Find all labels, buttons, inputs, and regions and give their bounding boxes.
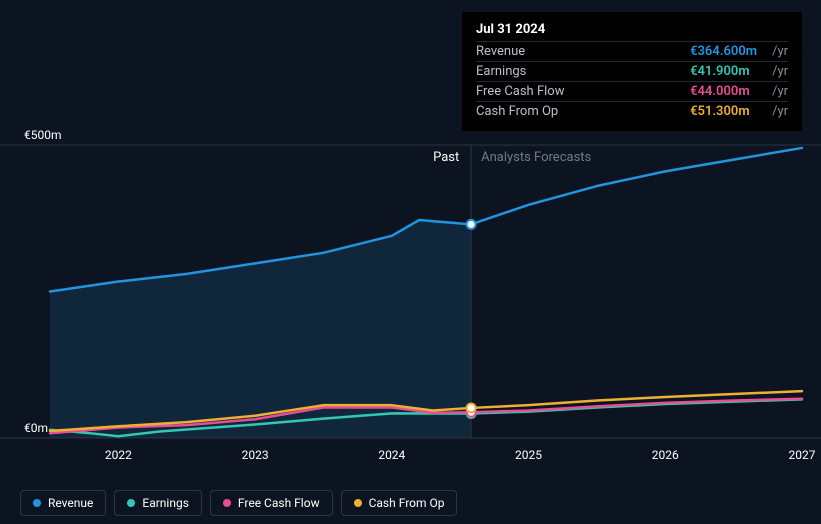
legend-label: Revenue (48, 496, 93, 510)
x-tick-label: 2026 (652, 448, 679, 462)
tooltip-metric-value: €51.300m (690, 104, 768, 119)
x-tick-label: 2025 (515, 448, 542, 462)
tooltip-row: Revenue€364.600m/yr (476, 41, 788, 61)
y-tick-label: €500m (24, 128, 62, 142)
x-tick-label: 2027 (789, 448, 816, 462)
tooltip-metric-label: Cash From Op (476, 104, 690, 119)
tooltip-metric-label: Free Cash Flow (476, 84, 690, 99)
forecast-label: Analysts Forecasts (481, 150, 591, 165)
tooltip-metric-label: Earnings (476, 64, 690, 79)
legend-dot-icon (127, 499, 135, 507)
legend-dot-icon (223, 499, 231, 507)
legend: Revenue Earnings Free Cash Flow Cash From O… (20, 490, 457, 516)
tooltip-suffix: /yr (772, 84, 788, 99)
legend-label: Earnings (142, 496, 189, 510)
x-tick-label: 2022 (105, 448, 132, 462)
past-label: Past (433, 150, 459, 165)
tooltip-suffix: /yr (772, 64, 788, 79)
y-tick-label: €0m (24, 421, 48, 435)
legend-item-cash-from-op[interactable]: Cash From Op (341, 490, 458, 516)
hover-tooltip: Jul 31 2024 Revenue€364.600m/yrEarnings€… (462, 12, 802, 131)
legend-label: Free Cash Flow (238, 496, 320, 510)
tooltip-metric-value: €41.900m (690, 64, 768, 79)
tooltip-metric-value: €364.600m (690, 44, 768, 59)
legend-dot-icon (33, 499, 41, 507)
legend-item-revenue[interactable]: Revenue (20, 490, 106, 516)
legend-dot-icon (354, 499, 362, 507)
tooltip-metric-value: €44.000m (690, 84, 768, 99)
legend-label: Cash From Op (369, 496, 445, 510)
tooltip-suffix: /yr (772, 44, 788, 59)
tooltip-row: Free Cash Flow€44.000m/yr (476, 81, 788, 101)
tooltip-row: Cash From Op€51.300m/yr (476, 101, 788, 121)
x-tick-label: 2023 (242, 448, 269, 462)
tooltip-row: Earnings€41.900m/yr (476, 61, 788, 81)
tooltip-metric-label: Revenue (476, 44, 690, 59)
x-tick-label: 2024 (378, 448, 405, 462)
tooltip-date: Jul 31 2024 (476, 22, 788, 37)
tooltip-suffix: /yr (772, 104, 788, 119)
legend-item-free-cash-flow[interactable]: Free Cash Flow (210, 490, 333, 516)
legend-item-earnings[interactable]: Earnings (114, 490, 202, 516)
